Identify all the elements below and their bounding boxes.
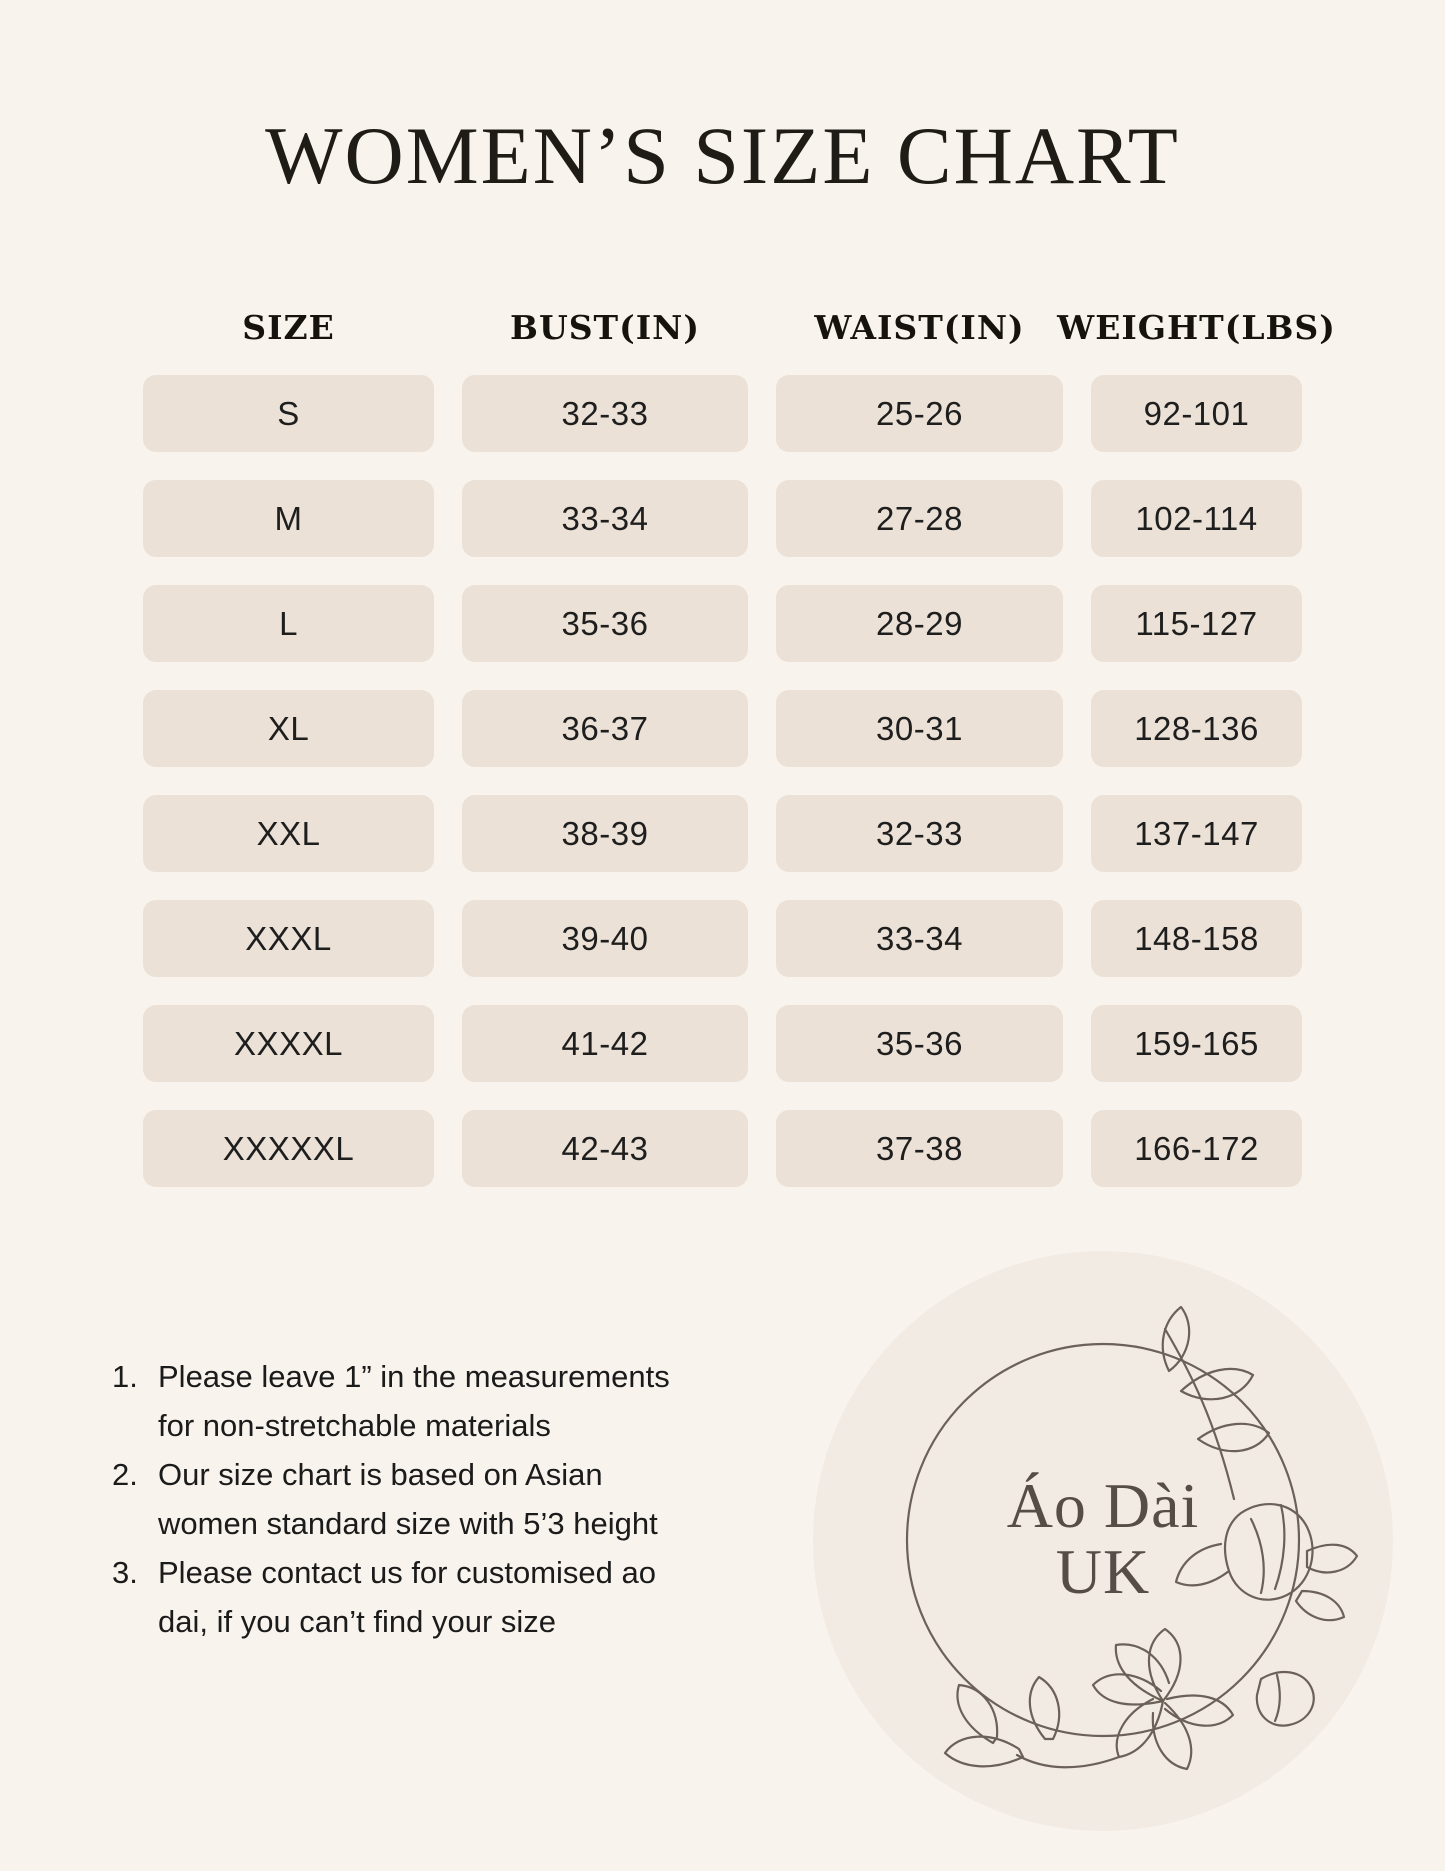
cell-waist: 35-36 bbox=[776, 1005, 1063, 1082]
table-row: M 33-34 27-28 102-114 bbox=[143, 480, 1302, 557]
header-waist: WAIST(IN) bbox=[814, 307, 1025, 347]
cell-weight: 159-165 bbox=[1091, 1005, 1302, 1082]
note-number: 2. bbox=[112, 1457, 138, 1492]
cell-size: S bbox=[143, 375, 434, 452]
note-line: for non-stretchable materials bbox=[158, 1408, 551, 1443]
cell-size: XXXL bbox=[143, 900, 434, 977]
note-number: 1. bbox=[112, 1359, 138, 1394]
cell-size: XL bbox=[143, 690, 434, 767]
cell-bust: 35-36 bbox=[462, 585, 748, 662]
cell-waist: 33-34 bbox=[776, 900, 1063, 977]
cell-weight: 166-172 bbox=[1091, 1110, 1302, 1187]
cell-waist: 28-29 bbox=[776, 585, 1063, 662]
cell-waist: 25-26 bbox=[776, 375, 1063, 452]
note-item: 2. Our size chart is based on Asian wome… bbox=[112, 1450, 732, 1548]
cell-bust: 39-40 bbox=[462, 900, 748, 977]
page-title: WOMEN’S SIZE CHART bbox=[265, 110, 1180, 201]
logo-line-2: UK bbox=[1055, 1536, 1151, 1607]
logo-line-1: Áo Dài bbox=[1006, 1470, 1200, 1541]
note-line: women standard size with 5’3 height bbox=[158, 1506, 658, 1541]
table-row: XXXXL 41-42 35-36 159-165 bbox=[143, 1005, 1302, 1082]
cell-weight: 102-114 bbox=[1091, 480, 1302, 557]
cell-waist: 37-38 bbox=[776, 1110, 1063, 1187]
note-text: Our size chart is based on Asian women s… bbox=[158, 1450, 658, 1548]
logo-wordmark: Áo Dài UK bbox=[813, 1473, 1393, 1605]
note-number: 3. bbox=[112, 1555, 138, 1590]
brand-logo: Áo Dài UK bbox=[813, 1251, 1393, 1831]
cell-waist: 27-28 bbox=[776, 480, 1063, 557]
note-line: Please leave 1” in the measurements bbox=[158, 1359, 670, 1394]
cell-waist: 30-31 bbox=[776, 690, 1063, 767]
note-item: 3. Please contact us for customised ao d… bbox=[112, 1548, 732, 1646]
cell-bust: 32-33 bbox=[462, 375, 748, 452]
cell-bust: 41-42 bbox=[462, 1005, 748, 1082]
table-row: XXXL 39-40 33-34 148-158 bbox=[143, 900, 1302, 977]
cell-weight: 128-136 bbox=[1091, 690, 1302, 767]
cell-bust: 36-37 bbox=[462, 690, 748, 767]
cell-size: XXL bbox=[143, 795, 434, 872]
table-row: L 35-36 28-29 115-127 bbox=[143, 585, 1302, 662]
note-text: Please contact us for customised ao dai,… bbox=[158, 1548, 656, 1646]
floral-wreath-icon bbox=[905, 1305, 1359, 1771]
cell-bust: 33-34 bbox=[462, 480, 748, 557]
note-item: 1. Please leave 1” in the measurements f… bbox=[112, 1352, 732, 1450]
note-line: dai, if you can’t find your size bbox=[158, 1604, 557, 1639]
table-row: XL 36-37 30-31 128-136 bbox=[143, 690, 1302, 767]
table-row: XXL 38-39 32-33 137-147 bbox=[143, 795, 1302, 872]
cell-size: M bbox=[143, 480, 434, 557]
table-body: S 32-33 25-26 92-101 M 33-34 27-28 102-1… bbox=[143, 375, 1302, 1187]
cell-waist: 32-33 bbox=[776, 795, 1063, 872]
table-header-row: SIZE BUST(IN) WAIST(IN) WEIGHT(LBS) bbox=[143, 292, 1336, 362]
cell-bust: 38-39 bbox=[462, 795, 748, 872]
logo-inner-circle bbox=[905, 1342, 1301, 1738]
cell-weight: 137-147 bbox=[1091, 795, 1302, 872]
cell-weight: 115-127 bbox=[1091, 585, 1302, 662]
cell-size: L bbox=[143, 585, 434, 662]
cell-size: XXXXXL bbox=[143, 1110, 434, 1187]
note-text: Please leave 1” in the measurements for … bbox=[158, 1352, 670, 1450]
header-bust: BUST(IN) bbox=[510, 307, 700, 347]
note-line: Our size chart is based on Asian bbox=[158, 1457, 603, 1492]
note-line: Please contact us for customised ao bbox=[158, 1555, 656, 1590]
cell-size: XXXXL bbox=[143, 1005, 434, 1082]
cell-weight: 92-101 bbox=[1091, 375, 1302, 452]
header-weight: WEIGHT(LBS) bbox=[1057, 307, 1336, 347]
table-row: S 32-33 25-26 92-101 bbox=[143, 375, 1302, 452]
table-row: XXXXXL 42-43 37-38 166-172 bbox=[143, 1110, 1302, 1187]
cell-weight: 148-158 bbox=[1091, 900, 1302, 977]
cell-bust: 42-43 bbox=[462, 1110, 748, 1187]
notes-list: 1. Please leave 1” in the measurements f… bbox=[112, 1352, 732, 1646]
header-size: SIZE bbox=[242, 307, 335, 347]
size-table: SIZE BUST(IN) WAIST(IN) WEIGHT(LBS) S 32… bbox=[143, 292, 1336, 1215]
